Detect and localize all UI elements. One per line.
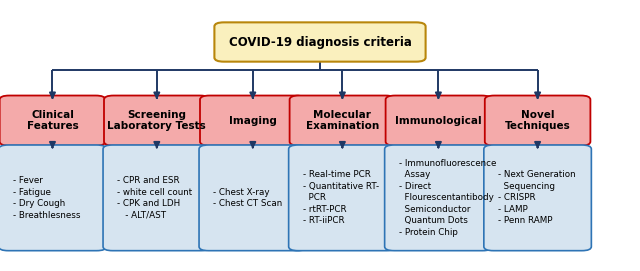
FancyBboxPatch shape [485, 96, 590, 146]
FancyBboxPatch shape [0, 96, 105, 146]
Text: Novel
Techniques: Novel Techniques [505, 110, 570, 131]
FancyBboxPatch shape [290, 96, 396, 146]
FancyBboxPatch shape [0, 145, 106, 251]
Text: - Immunofluorescence
  Assay
- Direct
  Flourescentantibody
  Semiconductor
  Qu: - Immunofluorescence Assay - Direct Flou… [399, 159, 496, 237]
FancyBboxPatch shape [199, 145, 307, 251]
Text: - Fever
- Fatigue
- Dry Cough
- Breathlesness: - Fever - Fatigue - Dry Cough - Breathle… [13, 176, 80, 220]
FancyBboxPatch shape [103, 145, 211, 251]
Text: Molecular
Examination: Molecular Examination [306, 110, 379, 131]
FancyBboxPatch shape [484, 145, 591, 251]
Text: Immunological: Immunological [395, 116, 482, 125]
FancyBboxPatch shape [385, 96, 492, 146]
FancyBboxPatch shape [385, 145, 492, 251]
Text: COVID-19 diagnosis criteria: COVID-19 diagnosis criteria [228, 36, 412, 49]
FancyBboxPatch shape [289, 145, 396, 251]
Text: - CPR and ESR
- white cell count
- CPK and LDH
   - ALT/AST: - CPR and ESR - white cell count - CPK a… [117, 176, 192, 220]
Text: - Next Generation
  Sequencing
- CRISPR
- LAMP
- Penn RAMP: - Next Generation Sequencing - CRISPR - … [498, 170, 575, 225]
FancyBboxPatch shape [104, 96, 210, 146]
Text: Screening
Laboratory Tests: Screening Laboratory Tests [108, 110, 206, 131]
FancyBboxPatch shape [214, 22, 426, 62]
Text: Imaging: Imaging [229, 116, 276, 125]
FancyBboxPatch shape [200, 96, 306, 146]
Text: - Real-time PCR
- Quantitative RT-
  PCR
- rtRT-PCR
- RT-iiPCR: - Real-time PCR - Quantitative RT- PCR -… [303, 170, 379, 225]
Text: - Chest X-ray
- Chest CT Scan: - Chest X-ray - Chest CT Scan [213, 188, 282, 208]
Text: Clinical
Features: Clinical Features [27, 110, 78, 131]
